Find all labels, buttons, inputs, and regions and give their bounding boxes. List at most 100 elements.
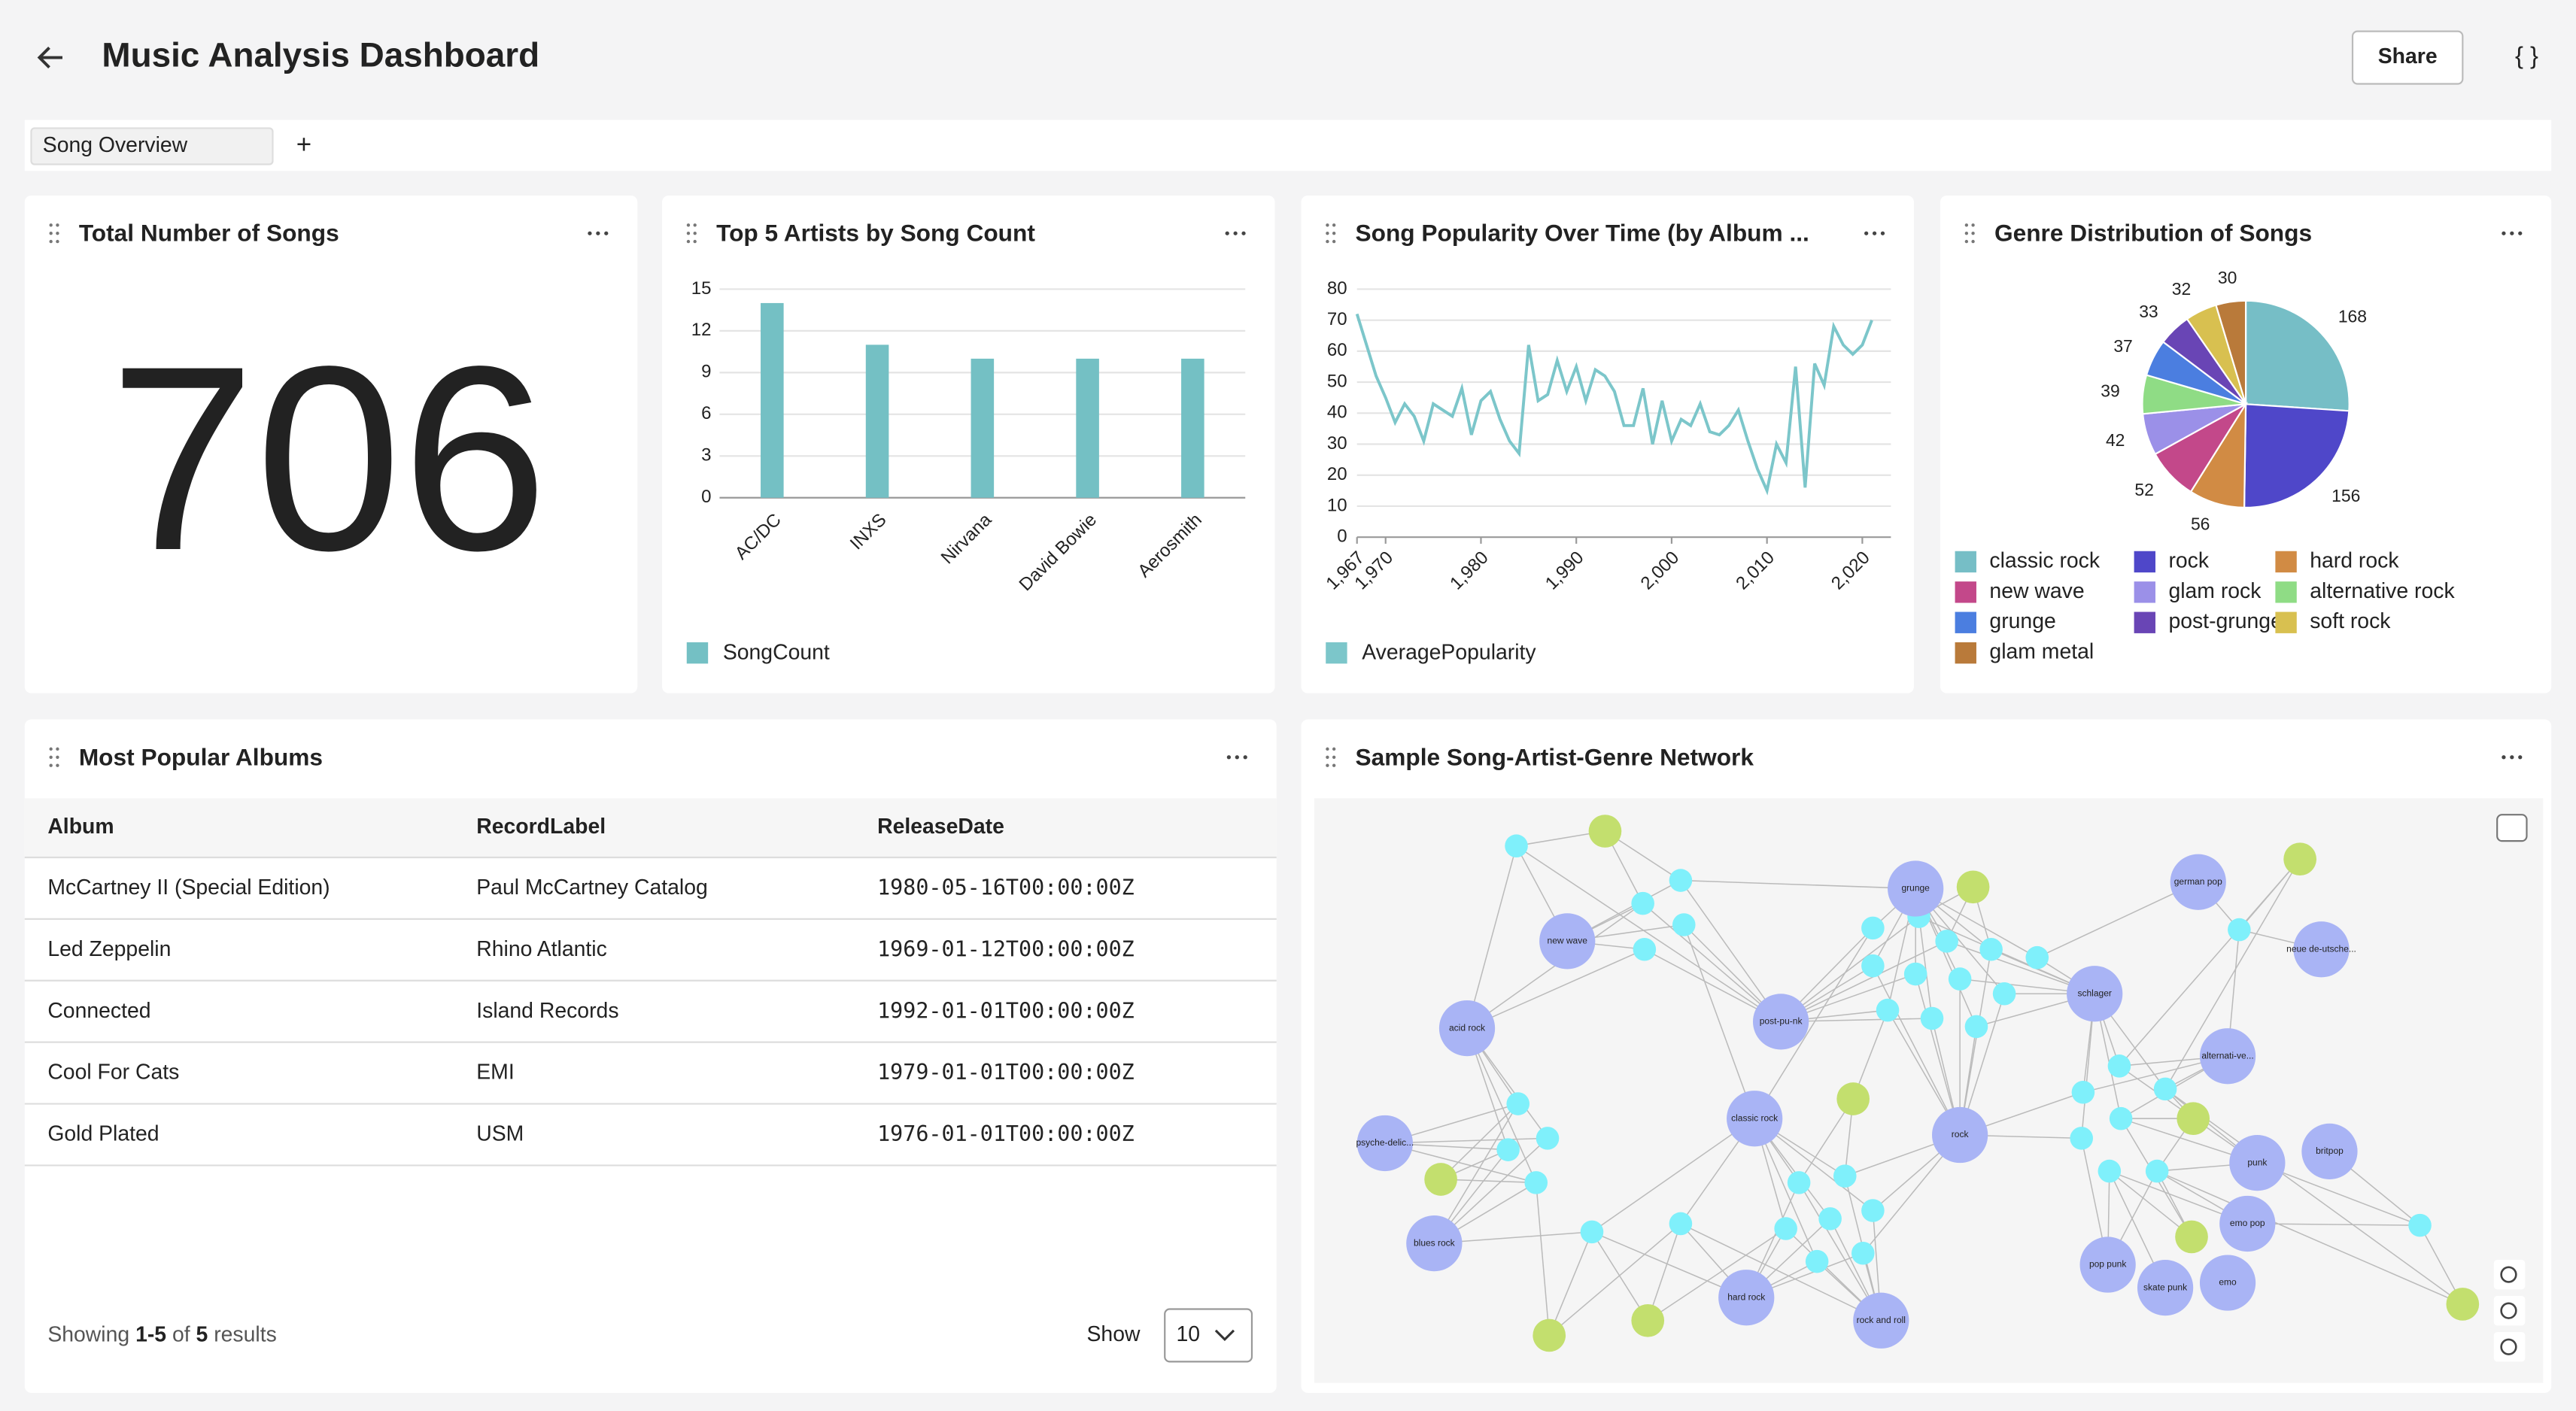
add-tab[interactable]: +: [296, 130, 311, 159]
network-node: [1774, 1217, 1797, 1240]
network-node: [1956, 870, 1990, 904]
drag-handle: [49, 747, 53, 751]
drag-handle: [1332, 232, 1336, 235]
network-node: [1852, 1241, 1875, 1265]
node-label: post-pu-nk: [1760, 1016, 1803, 1027]
node-label: blues rock: [1414, 1237, 1456, 1248]
column-header: Album: [47, 815, 114, 839]
network-node: [1669, 1212, 1693, 1236]
network-node: [1833, 1164, 1857, 1188]
zoom-control[interactable]: [2493, 1332, 2526, 1362]
network-node: [1505, 834, 1528, 857]
network-node: [1818, 1207, 1842, 1230]
network-node: [1438, 1000, 1496, 1057]
zoom-icon: [2500, 1266, 2517, 1283]
network-edge: [2156, 1170, 2463, 1305]
network-edge: [1780, 915, 1919, 1022]
network-edge: [1683, 924, 1755, 1119]
menu-dots: [2502, 755, 2506, 760]
back-button[interactable]: [37, 47, 62, 69]
card: [24, 719, 1277, 1393]
line-series: [1355, 313, 1873, 496]
y-tick-label: 12: [691, 320, 712, 340]
drag-handle: [1326, 763, 1329, 767]
network-node: [2175, 1220, 2208, 1254]
share-button[interactable]: [2351, 30, 2464, 85]
legend-swatch: [2275, 551, 2297, 573]
menu-dots: [2510, 231, 2514, 235]
menu-dots: [2510, 755, 2514, 760]
table-cell: 1979-01-01T00:00:00Z: [877, 1060, 1135, 1085]
node-label: neue de-utsche...: [2286, 943, 2356, 954]
tab[interactable]: [30, 127, 274, 165]
drag-handle: [1326, 232, 1329, 235]
y-tick-label: 9: [701, 362, 711, 382]
legend-swatch: [1955, 642, 1976, 664]
y-tick-label: 0: [1337, 526, 1347, 547]
network-edge: [2164, 858, 2301, 1090]
code-button[interactable]: { }: [2515, 41, 2538, 69]
drag-handle: [56, 232, 59, 235]
share-label[interactable]: Share: [2378, 44, 2438, 68]
y-tick-label: 50: [1327, 371, 1347, 391]
legend-label: post-grunge: [2168, 609, 2282, 633]
pagination-summary: Showing 1-5 of 5 results: [47, 1322, 276, 1346]
node-label: skate punk: [2143, 1282, 2188, 1292]
network-node: [2109, 1106, 2133, 1130]
drag-handle: [1971, 239, 1975, 244]
legend-swatch: [2134, 611, 2155, 633]
pie-slice: [2243, 403, 2350, 508]
y-tick-label: 60: [1327, 340, 1347, 360]
legend-swatch: [1955, 581, 1976, 603]
node-label: hard rock: [1727, 1291, 1766, 1302]
table-cell: Gold Plated: [47, 1122, 159, 1146]
node-label: classic rock: [1731, 1112, 1779, 1123]
network-node: [1536, 1127, 1560, 1150]
zoom-control[interactable]: [2493, 1259, 2526, 1290]
drag-handle: [686, 232, 691, 235]
network-node: [2025, 945, 2049, 969]
drag-handle: [49, 232, 53, 235]
network-edge: [1591, 1231, 1648, 1321]
network-node: [2098, 1159, 2122, 1183]
table-cell: Rhino Atlantic: [476, 937, 607, 961]
network-node: [2071, 1080, 2095, 1104]
pie-slice: [2215, 299, 2247, 405]
drag-handle: [49, 239, 53, 244]
menu-dots: [1225, 231, 1229, 235]
network-node: [2199, 1255, 2256, 1311]
network-node: [1752, 994, 1809, 1050]
network-node: [1631, 891, 1654, 915]
zoom-icon: [2500, 1302, 2517, 1319]
network-edge: [1754, 927, 1874, 1119]
table-cell: Connected: [47, 999, 150, 1023]
pagination-part: 1-5: [135, 1322, 166, 1346]
network-edge: [1548, 1231, 1593, 1336]
legend-label: alternative rock: [2310, 579, 2455, 603]
network-edge: [1680, 880, 1782, 1022]
node-label: rock: [1952, 1129, 1970, 1139]
network-edge: [1780, 940, 1947, 1023]
table-header: [24, 798, 1277, 857]
network-edge: [2109, 1170, 2192, 1238]
pagination-part: results: [214, 1322, 277, 1346]
network-node: [1861, 954, 1885, 978]
network-node: [1718, 1270, 1775, 1326]
table-cell: Cool For Cats: [47, 1061, 179, 1085]
network-edge: [1535, 1182, 1550, 1336]
slice-label: 156: [2331, 486, 2360, 505]
slice-label: 52: [2134, 480, 2153, 499]
tab-label[interactable]: Song Overview: [43, 133, 188, 157]
page-size-select[interactable]: [1164, 1308, 1253, 1363]
drag-handle: [1332, 763, 1336, 767]
panel-toggle[interactable]: [2496, 814, 2528, 842]
zoom-control[interactable]: [2493, 1296, 2526, 1326]
network-node: [2293, 921, 2350, 978]
slice-label: 37: [2113, 336, 2132, 356]
pagination-part: of: [172, 1322, 190, 1346]
table-cell: 1980-05-16T00:00:00Z: [877, 875, 1135, 900]
network-node: [1506, 1092, 1530, 1115]
card-title: Most Popular Albums: [79, 743, 323, 770]
network-node: [2145, 1159, 2169, 1183]
